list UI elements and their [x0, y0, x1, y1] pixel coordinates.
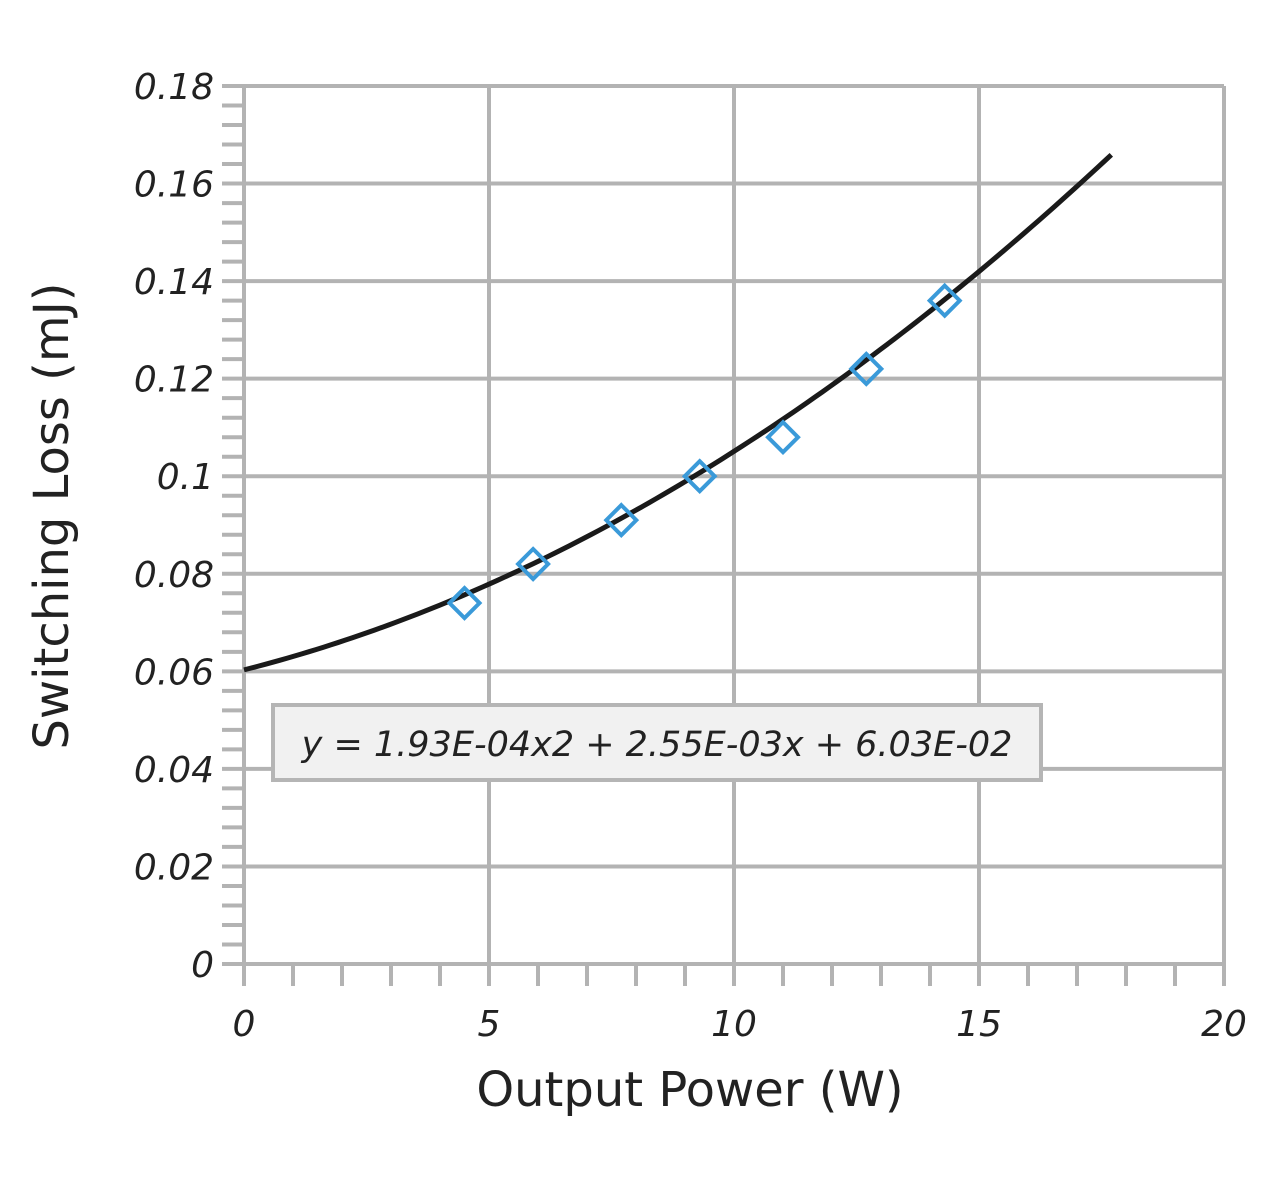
- x-axis-title: Output Power (W): [476, 1062, 903, 1118]
- data-point-0-0: [446, 585, 483, 621]
- x-tick-label-3: 15: [956, 1004, 1002, 1045]
- data-point-0-1: [515, 546, 551, 582]
- data-point-0-6: [926, 282, 963, 319]
- y-tick-label-3: 0.06: [134, 652, 214, 693]
- y-tick-label-9: 0.18: [134, 67, 214, 108]
- y-tick-label-2: 0.04: [134, 750, 214, 791]
- grid: [242, 84, 1226, 966]
- y-tick-label-1: 0.02: [134, 847, 214, 888]
- trendline-curve: [243, 152, 1114, 673]
- y-tick-label-7: 0.14: [134, 262, 214, 303]
- y-tick-label-0: 0: [191, 945, 214, 986]
- data-point-0-4: [765, 419, 801, 456]
- x-tick-label-0: 0: [233, 1004, 256, 1045]
- data-point-0-3: [681, 458, 718, 495]
- y-tick-label-8: 0.16: [134, 165, 214, 206]
- x-tick-label-2: 10: [711, 1004, 757, 1045]
- x-tick-label-4: 20: [1201, 1004, 1247, 1045]
- data-points: [446, 282, 963, 621]
- data-point-0-2: [603, 502, 640, 538]
- data-point-0-5: [848, 351, 885, 387]
- minor-ticks: [222, 84, 1226, 986]
- y-tick-label-4: 0.08: [134, 555, 214, 596]
- x-tick-label-1: 5: [478, 1004, 501, 1045]
- trendline-equation: y = 1.93E-04x2 + 2.55E-03x + 6.03E-02: [301, 725, 1013, 765]
- y-tick-label-6: 0.12: [134, 360, 214, 401]
- trendline-equation-box: y = 1.93E-04x2 + 2.55E-03x + 6.03E-02: [271, 703, 1043, 782]
- equation-box-frame: [271, 703, 1043, 782]
- y-tick-label-5: 0.1: [157, 457, 214, 498]
- tick-labels: 0 0.02 0.04 0.06 0.08 0.1 0.12 0.14 0.16 0.18 0 5 10…: [134, 67, 1247, 1045]
- y-axis-title: Switching Loss (mJ): [24, 282, 80, 749]
